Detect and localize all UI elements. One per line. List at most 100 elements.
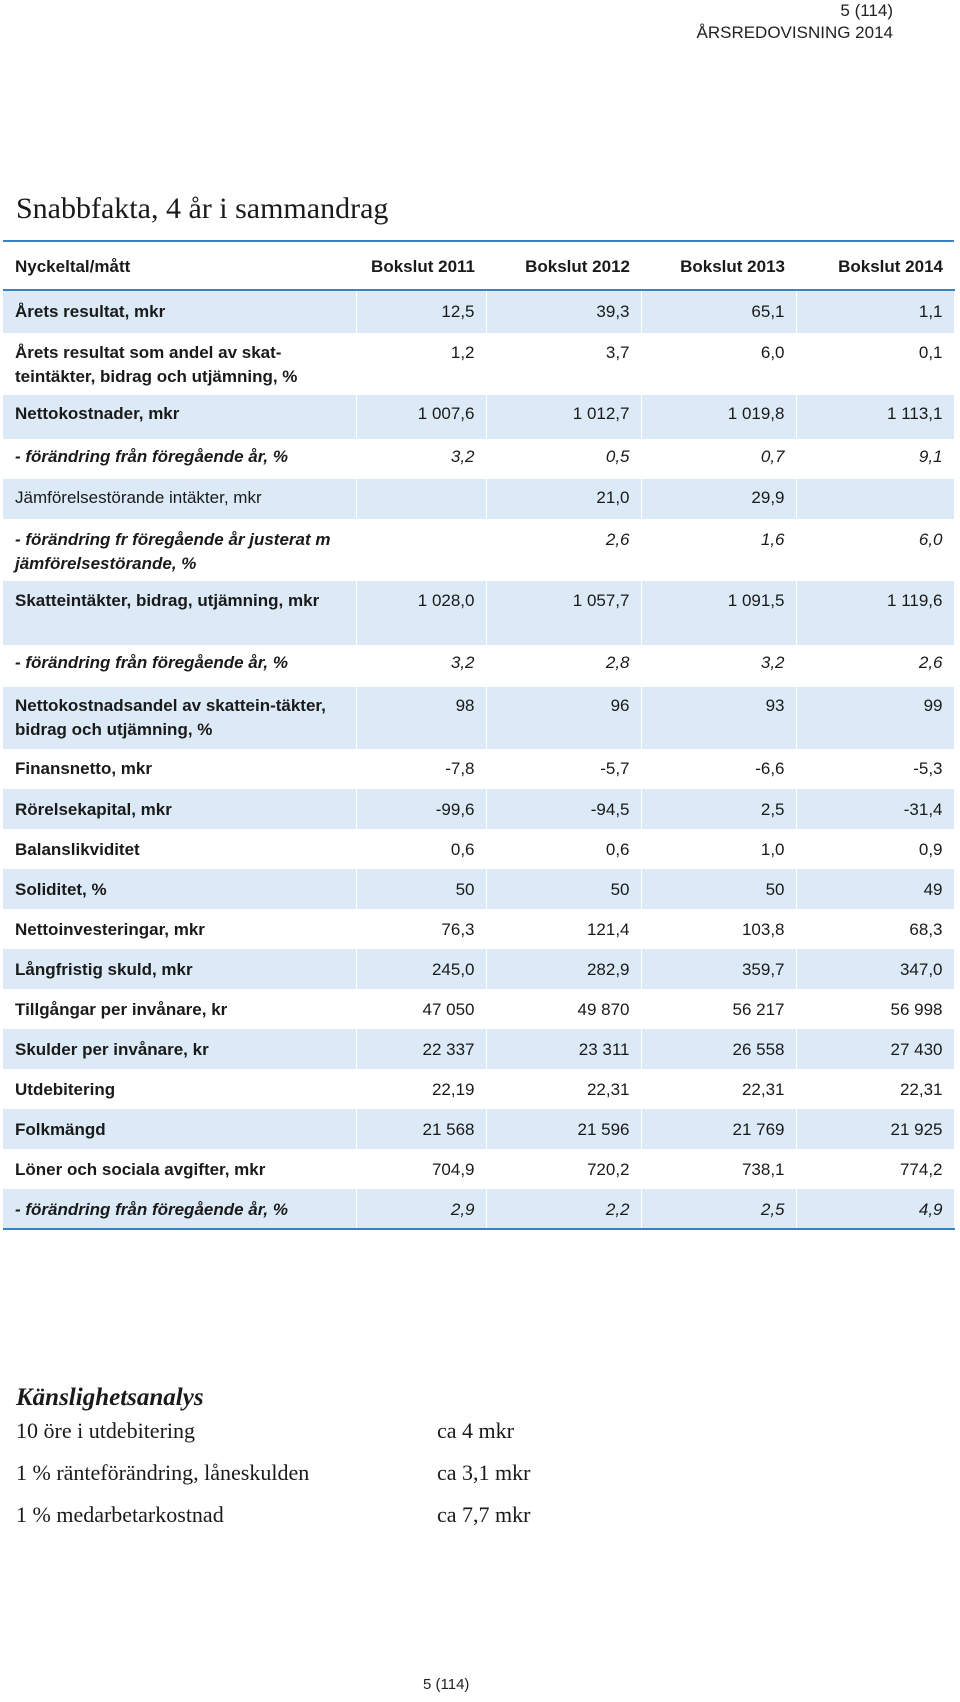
row-label-text: Nettokostnader, mkr <box>15 404 180 423</box>
value-cell: 23 311 <box>486 1029 642 1069</box>
value-cell: 3,2 <box>356 439 487 479</box>
value-cell: -6,6 <box>641 749 797 789</box>
row-label-text: Skatteintäkter, bidrag, utjämning, mkr <box>15 591 320 610</box>
value-cell: 56 998 <box>796 989 955 1029</box>
value-cell: 9,1 <box>796 439 955 479</box>
row-label-text: Balanslikviditet <box>15 840 140 859</box>
row-label: Nettokostnader, mkr <box>3 395 357 439</box>
table-row: Löner och sociala avgifter, mkr 704,9 720,… <box>3 1149 955 1189</box>
value-cell: -31,4 <box>796 789 955 829</box>
value-cell: 21 769 <box>641 1109 797 1149</box>
value-cell: 99 <box>796 687 955 749</box>
value-cell: 704,9 <box>356 1149 487 1189</box>
value-cell: 96 <box>486 687 642 749</box>
value-cell: 3,2 <box>356 645 487 687</box>
value-cell: -94,5 <box>486 789 642 829</box>
row-label-text: - förändring från föregående år, % <box>15 653 288 672</box>
table-row: Finansnetto, mkr -7,8 -5,7 -6,6 -5,3 <box>3 749 955 789</box>
table-header-row: Nyckeltal/mått Bokslut 2011 Bokslut 2012… <box>3 244 954 291</box>
value-cell: 2,8 <box>486 645 642 687</box>
column-header: Bokslut 2014 <box>796 244 954 291</box>
value-cell: 22 337 <box>356 1029 487 1069</box>
sensitivity-label: 10 öre i utdebitering <box>16 1418 196 1443</box>
value-cell: 1,2 <box>356 333 487 395</box>
value-cell: 6,0 <box>796 519 955 581</box>
sensitivity-row: 10 öre i utdebitering ca 4 mkr <box>16 1413 616 1449</box>
value-cell: 774,2 <box>796 1149 955 1189</box>
row-label: Skatteintäkter, bidrag, utjämning, mkr <box>3 581 357 645</box>
sensitivity-value: ca 4 mkr <box>437 1418 514 1443</box>
table-row: Balanslikviditet 0,6 0,6 1,0 0,9 <box>3 829 955 869</box>
value-cell: 21,0 <box>486 479 642 519</box>
value-cell: 3,7 <box>486 333 642 395</box>
row-label-text: Skulder per invånare, kr <box>15 1040 209 1059</box>
value-cell: 27 430 <box>796 1029 955 1069</box>
value-cell: 1,6 <box>641 519 797 581</box>
value-cell: 50 <box>641 869 797 909</box>
table-row: Tillgångar per invånare, kr 47 050 49 870 5… <box>3 989 955 1029</box>
value-cell: 2,9 <box>356 1189 487 1230</box>
value-cell: 39,3 <box>486 290 642 333</box>
table-row: Folkmängd 21 568 21 596 21 769 21 925 <box>3 1109 955 1149</box>
table-row: Nettokostnadsandel av skattein-täkter, b… <box>3 687 955 749</box>
value-cell: 1,0 <box>641 829 797 869</box>
column-header: Bokslut 2011 <box>356 244 486 291</box>
page-header: 5 (114) ÅRSREDOVISNING 2014 <box>696 0 893 44</box>
value-cell: 1 019,8 <box>641 395 797 439</box>
value-cell: -5,7 <box>486 749 642 789</box>
table-row: Skulder per invånare, kr 22 337 23 311 26 5… <box>3 1029 955 1069</box>
row-label-text: Utdebitering <box>15 1080 116 1099</box>
value-cell: 1,1 <box>796 290 955 333</box>
table-row: Årets resultat, mkr 12,5 39,3 65,1 1,1 <box>3 290 955 333</box>
row-label-text: - förändring från föregående år, % <box>15 447 288 466</box>
row-label: - förändring från föregående år, % <box>3 439 357 479</box>
value-cell: 1 113,1 <box>796 395 955 439</box>
value-cell: 21 596 <box>486 1109 642 1149</box>
table-row: Soliditet, % 50 50 50 49 <box>3 869 955 909</box>
row-label-text: Finansnetto, mkr <box>15 759 152 778</box>
column-header: Nyckeltal/mått <box>3 244 356 291</box>
value-cell <box>356 519 487 581</box>
value-cell: 2,5 <box>641 789 797 829</box>
table-row: Utdebitering 22,19 22,31 22,31 22,31 <box>3 1069 955 1109</box>
page-footer: 5 (114) <box>423 1676 470 1693</box>
row-label-text: Folkmängd <box>15 1120 106 1139</box>
value-cell: 1 091,5 <box>641 581 797 645</box>
value-cell: 0,9 <box>796 829 955 869</box>
sensitivity-row: 1 % medarbetarkostnad ca 7,7 mkr <box>16 1497 616 1533</box>
row-label: Skulder per invånare, kr <box>3 1029 357 1069</box>
value-cell: 12,5 <box>356 290 487 333</box>
row-label-text: Soliditet, % <box>15 880 107 899</box>
row-label: - förändring fr föregående år justerat m… <box>3 519 357 581</box>
value-cell <box>796 479 955 519</box>
sensitivity-row: 1 % ränteförändring, låneskulden ca 3,1 … <box>16 1455 616 1491</box>
table-row: - förändring fr föregående år justerat m… <box>3 519 955 581</box>
row-label: Balanslikviditet <box>3 829 357 869</box>
value-cell: -99,6 <box>356 789 487 829</box>
value-cell: 2,6 <box>796 645 955 687</box>
row-label-text: Nettokostnadsandel av skattein-täkter, b… <box>15 696 326 739</box>
table-row: - förändring från föregående år, % 3,2 2,8… <box>3 645 955 687</box>
table-row: - förändring från föregående år, % 2,9 2,2… <box>3 1189 955 1230</box>
row-label: Folkmängd <box>3 1109 357 1149</box>
sensitivity-title: Känslighetsanalys <box>16 1384 204 1411</box>
value-cell <box>356 479 487 519</box>
row-label: Utdebitering <box>3 1069 357 1109</box>
row-label: Årets resultat som andel av skat-teintäk… <box>3 333 357 395</box>
value-cell: 1 057,7 <box>486 581 642 645</box>
value-cell: 0,6 <box>486 829 642 869</box>
value-cell: 3,2 <box>641 645 797 687</box>
table-row: Nettokostnader, mkr 1 007,6 1 012,7 1 019,8… <box>3 395 955 439</box>
value-cell: 0,7 <box>641 439 797 479</box>
table-row: Jämförelsestörande intäkter, mkr 21,0 29,9 <box>3 479 955 519</box>
value-cell: 0,5 <box>486 439 642 479</box>
value-cell: -5,3 <box>796 749 955 789</box>
row-label: Årets resultat, mkr <box>3 290 357 333</box>
value-cell: 282,9 <box>486 949 642 989</box>
value-cell: 2,5 <box>641 1189 797 1230</box>
row-label: Soliditet, % <box>3 869 357 909</box>
value-cell: -7,8 <box>356 749 487 789</box>
table-row: Årets resultat som andel av skat-teintäk… <box>3 333 955 395</box>
value-cell: 47 050 <box>356 989 487 1029</box>
value-cell: 22,31 <box>486 1069 642 1109</box>
